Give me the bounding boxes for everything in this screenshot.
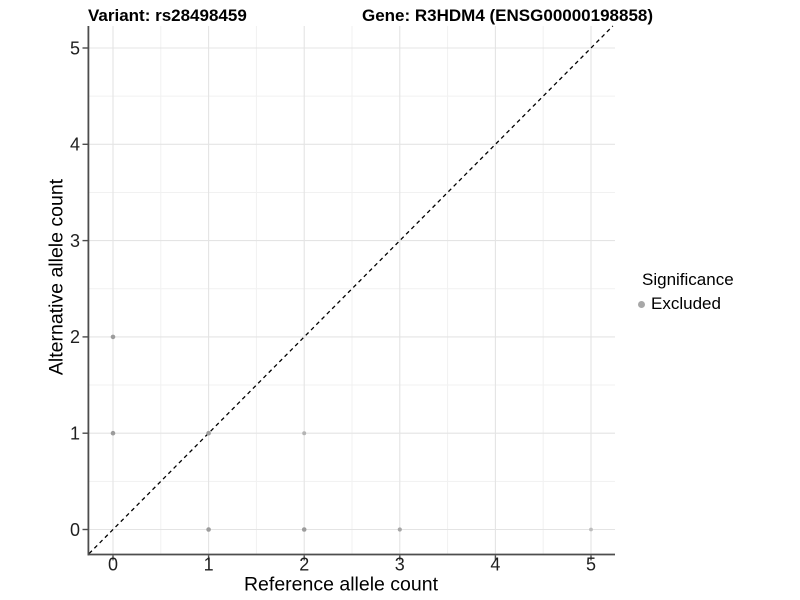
data-point bbox=[301, 527, 307, 532]
y-tick-label: 0 bbox=[70, 520, 80, 540]
x-tick-label: 5 bbox=[586, 555, 596, 575]
x-tick-label: 1 bbox=[204, 555, 214, 575]
x-axis-title: Reference allele count bbox=[243, 573, 439, 596]
legend-item-label: Excluded bbox=[651, 294, 721, 313]
legend: Significance Excluded bbox=[636, 270, 734, 314]
excluded-point-swatch-icon bbox=[638, 300, 645, 308]
legend-title: Significance bbox=[642, 270, 734, 289]
y-axis-title: Alternative allele count bbox=[45, 178, 68, 376]
data-point bbox=[206, 430, 211, 436]
y-tick-label: 3 bbox=[70, 231, 80, 251]
x-tick-label: 0 bbox=[108, 555, 118, 575]
legend-item-excluded: Excluded bbox=[636, 294, 734, 314]
data-point bbox=[110, 430, 116, 436]
data-point bbox=[110, 334, 116, 340]
y-tick-label: 1 bbox=[70, 424, 80, 444]
x-tick-label: 4 bbox=[490, 555, 500, 575]
identity-line bbox=[88, 25, 614, 555]
plot-title-gene: Gene: R3HDM4 (ENSG00000198858) bbox=[362, 6, 654, 25]
y-tick-label: 2 bbox=[70, 327, 80, 347]
plot-title-variant: Variant: rs28498459 bbox=[88, 6, 247, 25]
data-point bbox=[302, 431, 307, 436]
x-tick-label: 3 bbox=[395, 555, 405, 575]
x-tick-label: 2 bbox=[299, 555, 309, 575]
data-point bbox=[206, 527, 211, 532]
data-point bbox=[589, 527, 593, 532]
data-point bbox=[397, 527, 402, 532]
y-tick-label: 4 bbox=[70, 135, 80, 155]
y-tick-label: 5 bbox=[70, 38, 80, 58]
